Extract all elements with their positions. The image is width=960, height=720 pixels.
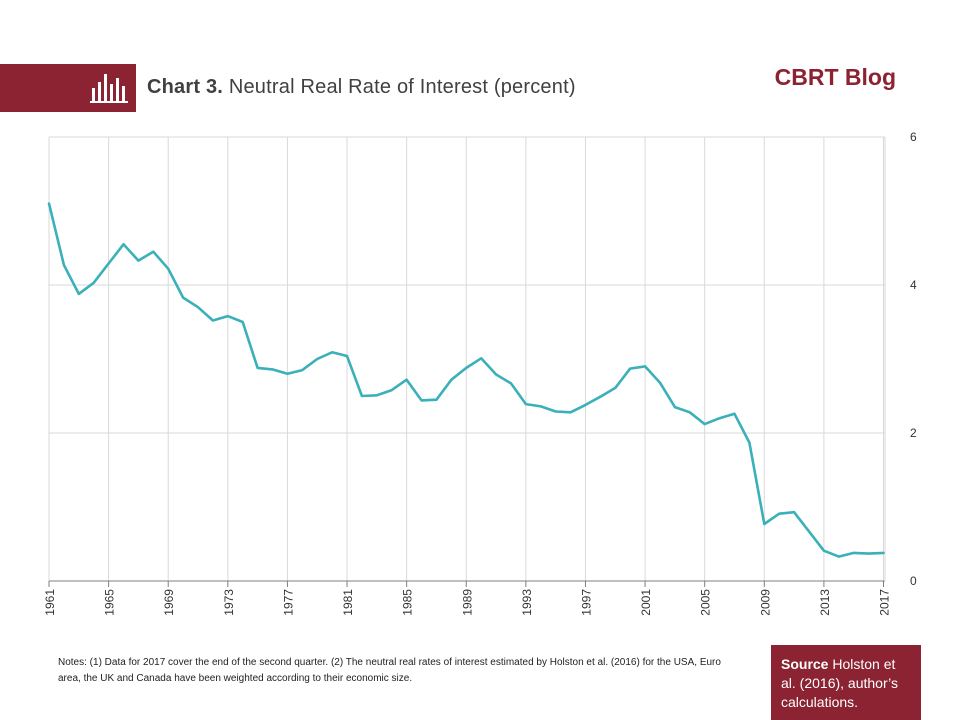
source-box: Source Holston et al. (2016), author’s c… (771, 645, 921, 720)
line-chart: 1961 1965 1969 1973 1977 1981 1985 1989 1993 1997… (43, 130, 917, 616)
bar-chart-icon (90, 74, 128, 103)
y-tick-label: 0 (910, 574, 917, 588)
chart-title-text: Neutral Real Rate of Interest (percent) (228, 76, 576, 98)
x-tick-label: 2001 (639, 589, 653, 616)
x-tick-label: 1965 (103, 589, 117, 616)
x-tick-label: 1981 (341, 589, 355, 616)
y-tick-label: 2 (910, 426, 917, 440)
chart-notes: Notes: (1) Data for 2017 cover the end o… (58, 657, 721, 684)
chart-number: Chart 3. (147, 76, 224, 98)
series-line (47, 202, 885, 558)
x-tick-label: 2017 (878, 589, 892, 616)
brand-logo: CBRT Blog (774, 64, 896, 90)
x-tick-label: 1985 (401, 589, 415, 616)
x-tick-label: 2009 (758, 589, 772, 616)
x-tick-label: 1997 (579, 589, 593, 616)
title-banner (0, 64, 136, 112)
source-text: Holston et al. (2016), author’s calculat… (781, 656, 898, 710)
x-tick-label: 1993 (520, 589, 534, 616)
x-tick-label: 2013 (818, 589, 832, 616)
x-tick-label: 1961 (43, 589, 57, 616)
x-tick-label: 1973 (222, 589, 236, 616)
x-tick-label: 2005 (699, 589, 713, 616)
source-label: Source (781, 656, 829, 672)
chart-title: Chart 3. Neutral Real Rate of Interest (… (147, 76, 576, 99)
x-tick-label: 1989 (460, 589, 474, 616)
x-tick-label: 1977 (281, 589, 295, 616)
y-tick-label: 6 (910, 130, 917, 144)
x-tick-label: 1969 (162, 589, 176, 616)
y-tick-label: 4 (910, 278, 917, 292)
